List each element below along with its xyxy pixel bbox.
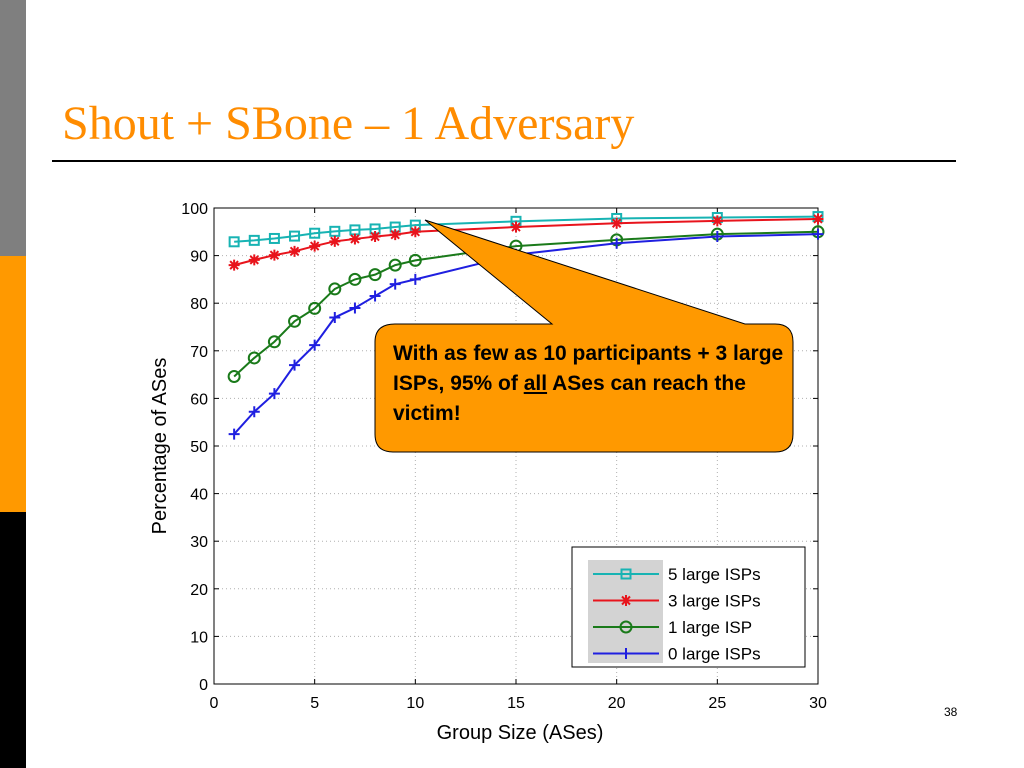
page-number: 38 bbox=[944, 705, 958, 719]
data-point bbox=[308, 301, 322, 315]
callout-text-emphasis: all bbox=[523, 372, 548, 395]
legend: 5 large ISPs 3 large ISPs 1 large ISP 0 lar… bbox=[571, 546, 806, 668]
y-tick-label: 90 bbox=[190, 249, 208, 266]
data-point bbox=[248, 234, 260, 246]
legend-label: 1 large ISP bbox=[668, 618, 752, 637]
sidebar-black-block bbox=[0, 512, 26, 768]
data-point bbox=[228, 236, 240, 248]
series-line bbox=[234, 215, 819, 243]
axis-ticks: 0 5 10 15 20 25 30 0 10 20 30 40 50 60 70 80 90 100 bbox=[181, 201, 827, 712]
y-tick-label: 80 bbox=[190, 296, 208, 313]
legend-entry: 1 large ISP bbox=[593, 618, 752, 637]
data-point bbox=[289, 230, 301, 242]
data-point bbox=[611, 217, 623, 229]
data-point bbox=[227, 370, 241, 384]
data-point bbox=[611, 237, 623, 249]
y-tick-label: 100 bbox=[181, 201, 208, 218]
data-point bbox=[711, 231, 723, 243]
data-point bbox=[248, 406, 260, 418]
data-point bbox=[812, 228, 824, 240]
y-tick-label: 30 bbox=[190, 534, 208, 551]
data-point bbox=[328, 282, 342, 296]
legend-label: 3 large ISPs bbox=[668, 592, 761, 611]
data-point bbox=[309, 240, 321, 252]
legend-label: 5 large ISPs bbox=[668, 565, 761, 584]
data-point bbox=[289, 359, 301, 371]
y-axis-label: Percentage of ASes bbox=[149, 358, 171, 535]
x-tick-label: 20 bbox=[608, 695, 626, 712]
data-point bbox=[288, 314, 302, 328]
data-point bbox=[309, 339, 321, 351]
slide-title: Shout + SBone – 1 Adversary bbox=[62, 97, 635, 150]
title-divider bbox=[52, 160, 956, 162]
y-tick-label: 20 bbox=[190, 582, 208, 599]
data-point bbox=[409, 273, 421, 285]
x-axis-label: Group Size (ASes) bbox=[437, 722, 604, 744]
legend-entry: 0 large ISPs bbox=[593, 645, 761, 664]
data-point bbox=[409, 226, 421, 238]
data-point bbox=[309, 227, 321, 239]
y-tick-label: 70 bbox=[190, 344, 208, 361]
data-point bbox=[349, 302, 361, 314]
data-point bbox=[812, 213, 824, 225]
y-tick-label: 0 bbox=[199, 677, 208, 694]
data-point bbox=[329, 311, 341, 323]
data-point bbox=[268, 232, 280, 244]
y-tick-label: 50 bbox=[190, 439, 208, 456]
x-tick-label: 25 bbox=[708, 695, 726, 712]
x-tick-label: 0 bbox=[210, 695, 219, 712]
data-point bbox=[389, 278, 401, 290]
series-star bbox=[228, 213, 824, 271]
legend-swatch-background bbox=[588, 560, 663, 663]
data-point bbox=[268, 388, 280, 400]
data-point bbox=[369, 231, 381, 243]
sidebar-gray-block bbox=[0, 0, 26, 256]
data-point bbox=[247, 351, 261, 365]
data-point bbox=[329, 235, 341, 247]
legend-entry: 3 large ISPs bbox=[593, 592, 761, 611]
legend-marker bbox=[619, 620, 633, 634]
data-point bbox=[711, 215, 723, 227]
data-point bbox=[510, 221, 522, 233]
y-tick-label: 60 bbox=[190, 391, 208, 408]
data-point bbox=[408, 253, 422, 267]
data-point bbox=[228, 259, 240, 271]
callout-text-end: ASes can reach the victim! bbox=[393, 372, 746, 425]
data-point bbox=[369, 290, 381, 302]
callout-text: With as few as 10 participants + 3 large… bbox=[393, 339, 788, 429]
y-tick-label: 10 bbox=[190, 629, 208, 646]
callout bbox=[374, 219, 794, 453]
data-point bbox=[268, 249, 280, 261]
series-layer bbox=[227, 211, 825, 440]
x-tick-label: 15 bbox=[507, 695, 525, 712]
data-point bbox=[228, 428, 240, 440]
sidebar-orange-block bbox=[0, 256, 26, 512]
data-point bbox=[348, 272, 362, 286]
y-tick-label: 40 bbox=[190, 487, 208, 504]
legend-marker bbox=[620, 568, 632, 580]
legend-entry: 5 large ISPs bbox=[593, 565, 761, 584]
data-point bbox=[267, 335, 281, 349]
series-line bbox=[233, 233, 819, 435]
legend-marker bbox=[620, 648, 632, 659]
data-point bbox=[349, 233, 361, 245]
data-point bbox=[388, 258, 402, 272]
data-point bbox=[289, 245, 301, 257]
x-tick-label: 5 bbox=[310, 695, 319, 712]
data-point bbox=[248, 254, 260, 266]
data-point bbox=[389, 229, 401, 241]
legend-label: 0 large ISPs bbox=[668, 645, 761, 664]
legend-marker bbox=[620, 595, 632, 606]
series-square bbox=[228, 211, 824, 248]
x-tick-label: 10 bbox=[406, 695, 424, 712]
callout-text-start: With as few as 10 participants + 3 large… bbox=[393, 342, 784, 395]
x-tick-label: 30 bbox=[809, 695, 827, 712]
data-point bbox=[368, 268, 382, 282]
callout-bubble bbox=[374, 219, 794, 453]
